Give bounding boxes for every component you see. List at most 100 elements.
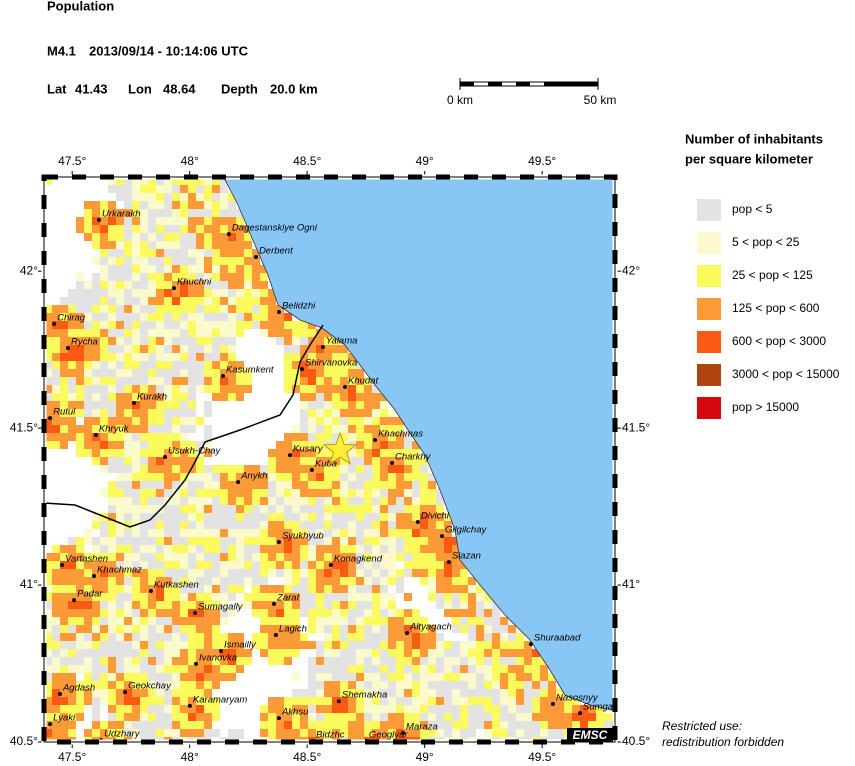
city-label: Charkhy bbox=[395, 451, 432, 462]
population-cell bbox=[84, 601, 92, 609]
population-cell bbox=[324, 665, 332, 673]
population-cell bbox=[356, 401, 364, 409]
population-cell bbox=[132, 257, 140, 265]
population-cell bbox=[420, 713, 428, 721]
population-cell bbox=[524, 697, 532, 705]
population-cell bbox=[148, 729, 156, 737]
population-cell bbox=[148, 225, 156, 233]
population-cell bbox=[580, 721, 588, 729]
population-cell bbox=[52, 441, 60, 449]
population-cell bbox=[316, 665, 324, 673]
population-cell bbox=[308, 441, 316, 449]
population-cell bbox=[76, 377, 84, 385]
population-cell bbox=[460, 729, 468, 737]
population-cell bbox=[84, 345, 92, 353]
population-cell bbox=[260, 521, 268, 529]
population-cell bbox=[188, 225, 196, 233]
population-cell bbox=[116, 481, 124, 489]
population-cell bbox=[460, 689, 468, 697]
population-cell bbox=[548, 697, 556, 705]
population-cell bbox=[268, 553, 276, 561]
population-cell bbox=[324, 473, 332, 481]
population-cell bbox=[212, 361, 220, 369]
lon-label: Lon bbox=[128, 81, 152, 96]
population-cell bbox=[116, 529, 124, 537]
population-cell bbox=[236, 569, 244, 577]
population-cell bbox=[340, 697, 348, 705]
population-cell bbox=[228, 281, 236, 289]
population-cell bbox=[156, 729, 164, 737]
population-cell bbox=[236, 481, 244, 489]
population-cell bbox=[420, 521, 428, 529]
population-cell bbox=[316, 657, 324, 665]
population-cell bbox=[124, 553, 132, 561]
population-cell bbox=[204, 281, 212, 289]
population-cell bbox=[260, 529, 268, 537]
population-cell bbox=[68, 641, 76, 649]
population-cell bbox=[316, 601, 324, 609]
population-cell bbox=[108, 249, 116, 257]
population-cell bbox=[332, 433, 340, 441]
population-cell bbox=[124, 361, 132, 369]
population-cell bbox=[172, 673, 180, 681]
population-cell bbox=[228, 521, 236, 529]
population-cell bbox=[444, 649, 452, 657]
population-cell bbox=[484, 697, 492, 705]
city-dot bbox=[440, 534, 445, 539]
population-cell bbox=[196, 593, 204, 601]
population-cell bbox=[412, 665, 420, 673]
population-cell bbox=[380, 673, 388, 681]
population-cell bbox=[340, 481, 348, 489]
population-cell bbox=[52, 681, 60, 689]
population-cell bbox=[364, 409, 372, 417]
population-cell bbox=[188, 321, 196, 329]
population-cell bbox=[284, 529, 292, 537]
population-cell bbox=[220, 537, 228, 545]
population-cell bbox=[124, 249, 132, 257]
population-cell bbox=[52, 585, 60, 593]
population-cell bbox=[212, 617, 220, 625]
population-cell bbox=[180, 657, 188, 665]
population-cell bbox=[116, 233, 124, 241]
population-cell bbox=[188, 609, 196, 617]
population-cell bbox=[156, 617, 164, 625]
population-cell bbox=[108, 233, 116, 241]
population-cell bbox=[556, 713, 564, 721]
population-cell bbox=[276, 337, 284, 345]
legend-swatch bbox=[697, 331, 721, 353]
population-cell bbox=[188, 305, 196, 313]
population-cell bbox=[444, 529, 452, 537]
population-cell bbox=[420, 505, 428, 513]
population-cell bbox=[428, 521, 436, 529]
population-cell bbox=[412, 529, 420, 537]
y-tick-label: 40.5° bbox=[622, 734, 650, 748]
population-cell bbox=[100, 553, 108, 561]
population-cell bbox=[100, 641, 108, 649]
population-cell bbox=[164, 633, 172, 641]
city-dot bbox=[276, 540, 281, 545]
population-cell bbox=[348, 673, 356, 681]
population-cell bbox=[404, 681, 412, 689]
city-dot bbox=[405, 631, 410, 636]
population-cell bbox=[164, 505, 172, 513]
population-cell bbox=[180, 545, 188, 553]
population-cell bbox=[396, 441, 404, 449]
population-cell bbox=[92, 289, 100, 297]
population-cell bbox=[380, 393, 388, 401]
population-cell bbox=[300, 513, 308, 521]
population-cell bbox=[148, 625, 156, 633]
population-cell bbox=[156, 185, 164, 193]
population-cell bbox=[292, 585, 300, 593]
population-cell bbox=[108, 673, 116, 681]
population-cell bbox=[172, 353, 180, 361]
population-cell bbox=[212, 225, 220, 233]
population-cell bbox=[212, 641, 220, 649]
population-cell bbox=[236, 329, 244, 337]
population-cell bbox=[356, 657, 364, 665]
population-cell bbox=[252, 481, 260, 489]
population-cell bbox=[196, 497, 204, 505]
population-cell bbox=[236, 729, 244, 737]
population-cell bbox=[372, 417, 380, 425]
population-cell bbox=[340, 593, 348, 601]
population-cell bbox=[372, 473, 380, 481]
